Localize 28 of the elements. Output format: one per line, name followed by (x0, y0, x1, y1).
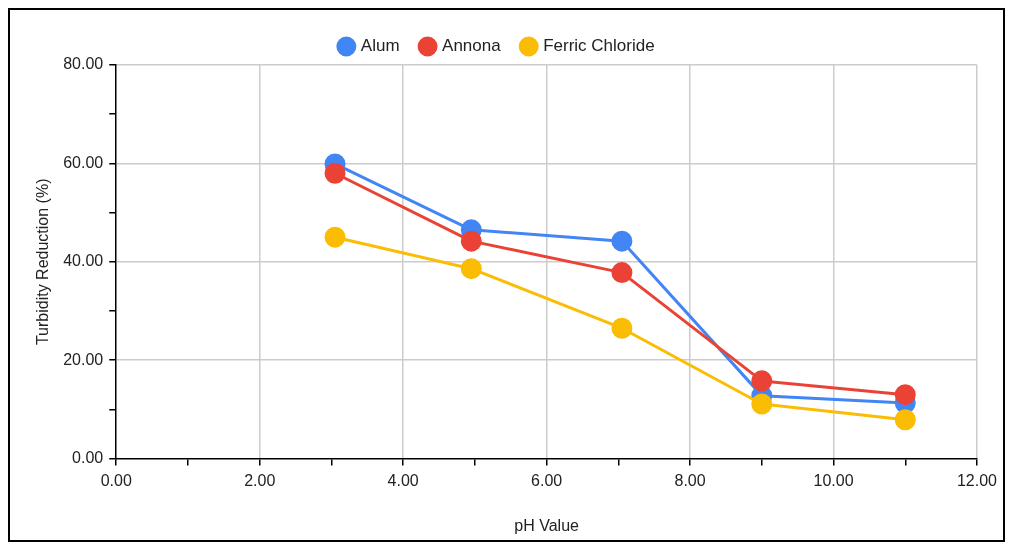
x-tick-label: 10.00 (813, 471, 854, 489)
point (894, 409, 916, 431)
x-tick-label: 0.00 (100, 471, 132, 489)
point (751, 370, 773, 392)
y-tick-label: 80.00 (63, 55, 104, 73)
point (611, 317, 633, 339)
legend-label: Annona (442, 36, 502, 56)
y-axis-title: Turbidity Reduction (%) (34, 178, 52, 346)
y-tick-label: 0.00 (72, 449, 104, 467)
legend-label: Ferric Chloride (543, 36, 655, 56)
point (324, 226, 346, 248)
x-axis-title: pH Value (514, 516, 580, 534)
point (751, 393, 773, 415)
x-tick-label: 6.00 (531, 471, 563, 489)
y-tick-label: 20.00 (63, 350, 104, 368)
legend-label: Alum (360, 36, 400, 56)
x-tick-label: 2.00 (244, 471, 276, 489)
y-tick-label: 60.00 (63, 153, 104, 171)
point (324, 162, 346, 184)
x-tick-label: 12.00 (956, 471, 998, 489)
point (894, 384, 916, 406)
x-tick-label: 4.00 (387, 471, 419, 489)
point (460, 230, 482, 252)
y-tick-label: 40.00 (63, 252, 104, 270)
point (611, 230, 633, 252)
point (460, 258, 482, 280)
x-tick-label: 8.00 (674, 471, 706, 489)
point (611, 262, 633, 284)
